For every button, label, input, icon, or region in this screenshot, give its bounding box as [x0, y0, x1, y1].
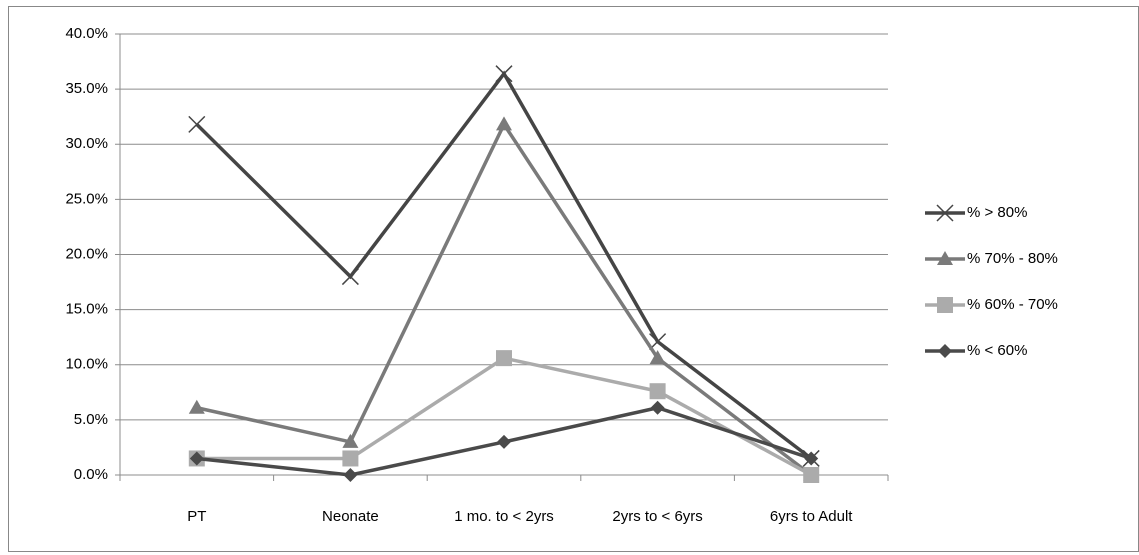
legend-marker: [937, 251, 953, 265]
data-point: [343, 468, 358, 482]
data-point: [342, 433, 359, 448]
data-point: [188, 115, 206, 133]
y-tick-label: 5.0%: [74, 411, 108, 428]
legend-label: % > 80%: [967, 204, 1027, 221]
legend-label: % 70% - 80%: [967, 250, 1058, 267]
legend-marker: [936, 204, 954, 222]
legend-label: % 60% - 70%: [967, 296, 1058, 313]
x-tick-label: PT: [187, 508, 206, 525]
y-tick-label: 0.0%: [74, 466, 108, 483]
x-tick-label: 6yrs to Adult: [770, 508, 853, 525]
legend-marker: [938, 344, 952, 358]
data-point: [188, 399, 205, 414]
data-point: [649, 383, 666, 400]
legend-label: % < 60%: [967, 342, 1027, 359]
x-tick-label: Neonate: [322, 508, 379, 525]
data-point: [650, 400, 665, 415]
chart-border: [8, 6, 1139, 552]
data-point: [495, 65, 513, 83]
y-tick-label: 35.0%: [65, 80, 108, 97]
data-point: [649, 350, 666, 365]
data-point: [189, 451, 204, 466]
y-tick-label: 10.0%: [65, 356, 108, 373]
data-point: [342, 450, 359, 467]
data-point: [496, 116, 512, 131]
data-point: [497, 434, 511, 449]
y-tick-label: 25.0%: [65, 190, 108, 207]
x-tick-label: 2yrs to < 6yrs: [612, 508, 702, 525]
data-point: [496, 350, 512, 367]
x-tick-label: 1 mo. to < 2yrs: [454, 508, 554, 525]
y-tick-label: 20.0%: [65, 245, 108, 262]
legend-marker: [937, 297, 953, 313]
y-tick-label: 15.0%: [65, 301, 108, 318]
data-point: [803, 467, 820, 483]
data-point: [804, 451, 819, 466]
data-point: [341, 268, 359, 286]
y-tick-label: 30.0%: [65, 135, 108, 152]
y-tick-label: 40.0%: [65, 25, 108, 42]
